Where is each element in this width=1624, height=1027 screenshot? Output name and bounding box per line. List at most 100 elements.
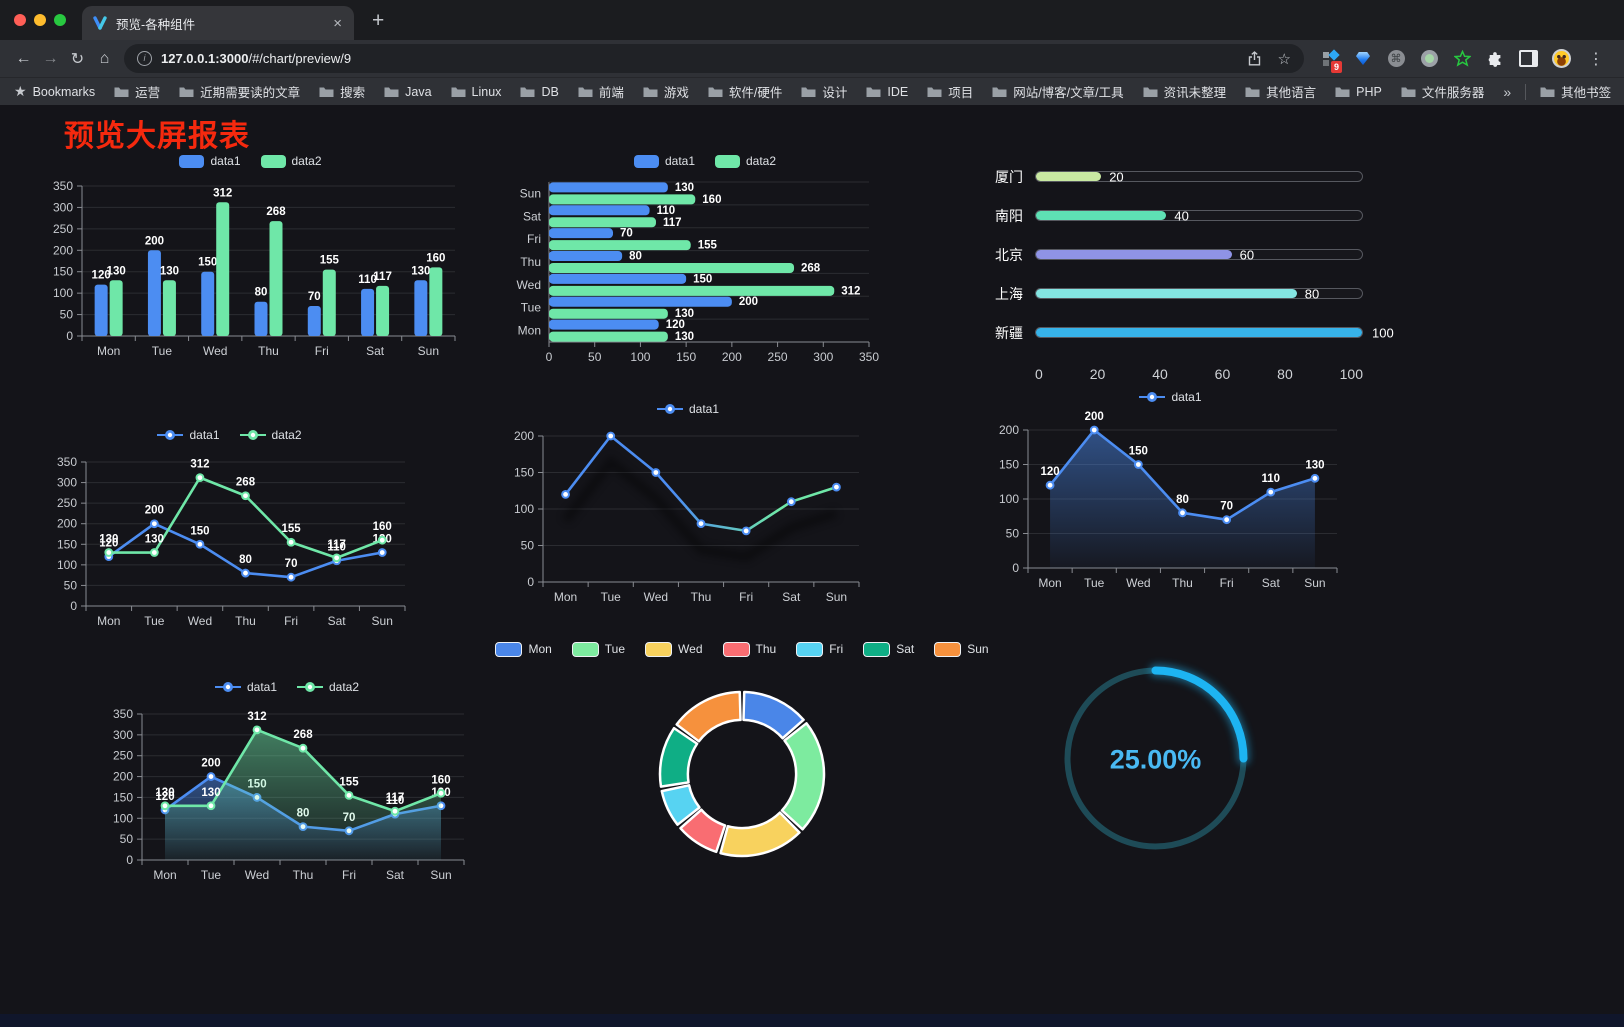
progress-row[interactable]: 南阳 40 bbox=[985, 196, 1363, 235]
series-data2[interactable]: 130 130 312 268 155 117 160 bbox=[107, 187, 446, 336]
series-data1[interactable]: 120 200 150 80 70 110 130 bbox=[1040, 411, 1325, 568]
pie-slice-Sat[interactable] bbox=[658, 726, 699, 788]
progress-label: 上海 bbox=[995, 285, 1023, 302]
forward-icon[interactable]: → bbox=[42, 49, 59, 67]
legend-item[interactable]: data2 bbox=[715, 154, 776, 168]
extension-icon[interactable]: 9 bbox=[1320, 49, 1342, 73]
address-bar[interactable]: i 127.0.0.1:3000/#/chart/preview/9 ☆ bbox=[124, 44, 1304, 73]
series-data2[interactable]: 130 130 312 268 155 117 160 bbox=[549, 194, 860, 343]
legend-item[interactable]: Mon bbox=[495, 641, 552, 657]
profile-avatar[interactable] bbox=[1551, 49, 1571, 69]
bookmark-folder[interactable]: 前端 bbox=[578, 82, 624, 101]
legend-item[interactable]: Sun bbox=[934, 641, 989, 657]
bookmark-folder[interactable]: 设计 bbox=[801, 82, 847, 101]
legend-item[interactable]: data1 bbox=[656, 402, 719, 416]
bookmark-folder[interactable]: 运营 bbox=[114, 82, 160, 101]
legend-item[interactable]: data1 bbox=[633, 154, 695, 168]
data-point bbox=[1178, 508, 1187, 518]
series-data1[interactable]: 120 200 150 80 70 110 130 bbox=[99, 505, 392, 582]
legend-item[interactable]: Fri bbox=[796, 641, 843, 657]
legend-item[interactable]: data1 bbox=[1139, 390, 1202, 404]
bookmark-folder[interactable]: 游戏 bbox=[643, 82, 689, 101]
legend-item[interactable]: Wed bbox=[645, 641, 703, 657]
window-minimize-button[interactable] bbox=[34, 14, 46, 26]
series-data2[interactable]: 130 130 312 268 155 117 160 bbox=[99, 459, 392, 563]
bookmark-folder[interactable]: Java bbox=[384, 82, 432, 101]
bookmarks-manager[interactable]: ★ Bookmarks bbox=[14, 83, 95, 100]
svg-text:Sat: Sat bbox=[386, 868, 405, 882]
share-icon[interactable] bbox=[1248, 51, 1261, 66]
series-data1[interactable]: 120 200 150 80 70 110 130 bbox=[549, 182, 758, 331]
bookmark-folder[interactable]: Linux bbox=[451, 82, 501, 101]
bookmark-folder[interactable]: 文件服务器 bbox=[1401, 82, 1484, 101]
legend-item[interactable]: data1 bbox=[214, 680, 277, 694]
legend-item[interactable]: data2 bbox=[260, 154, 322, 168]
series-data1[interactable]: 120 200 150 80 70 110 130 bbox=[92, 235, 431, 336]
bar-horizontal-svg: 0 50 100 150 200 250 300 350 Mon Tue Wed Thu Fri Sat S… bbox=[517, 181, 879, 364]
url-text[interactable]: 127.0.0.1:3000/#/chart/preview/9 bbox=[161, 51, 352, 66]
svg-text:70: 70 bbox=[285, 558, 298, 570]
bookmark-star-icon[interactable]: ☆ bbox=[1277, 50, 1291, 68]
pie-slice-Tue[interactable] bbox=[780, 722, 826, 831]
reload-icon[interactable]: ↻ bbox=[70, 50, 85, 68]
progress-track: 80 bbox=[1035, 286, 1363, 301]
sidebar-icon[interactable] bbox=[1518, 49, 1538, 69]
back-icon[interactable]: ← bbox=[15, 49, 32, 67]
series-data1[interactable] bbox=[561, 431, 841, 562]
pie-slice-Mon[interactable] bbox=[742, 690, 805, 740]
bookmark-folder[interactable]: PHP bbox=[1335, 82, 1382, 101]
legend-swatch bbox=[934, 641, 962, 657]
bar bbox=[162, 280, 176, 336]
window-maximize-button[interactable] bbox=[54, 14, 66, 26]
series-data2[interactable]: 130 130 312 268 155 117 160 bbox=[155, 711, 451, 860]
puzzle-icon[interactable] bbox=[1485, 49, 1505, 69]
svg-text:50: 50 bbox=[588, 350, 602, 364]
svg-text:Sun: Sun bbox=[418, 344, 439, 358]
legend-item[interactable]: Tue bbox=[571, 641, 625, 657]
legend-item[interactable]: data1 bbox=[157, 428, 220, 442]
legend-item[interactable]: data2 bbox=[297, 680, 359, 694]
progress-row[interactable]: 厦门 20 bbox=[985, 157, 1363, 196]
tab-close-icon[interactable]: × bbox=[333, 14, 342, 32]
bookmark-folder[interactable]: 项目 bbox=[927, 82, 973, 101]
menu-icon[interactable]: ⋮ bbox=[1588, 50, 1604, 68]
legend-item[interactable]: data1 bbox=[179, 154, 241, 168]
bar bbox=[549, 228, 613, 239]
command-circle-icon[interactable]: ⌘ bbox=[1386, 49, 1406, 69]
gem-icon[interactable] bbox=[1353, 49, 1373, 69]
bookmarks-overflow-button[interactable]: » bbox=[1503, 83, 1512, 100]
svg-text:100: 100 bbox=[53, 286, 73, 300]
pie-slice-Wed[interactable] bbox=[719, 811, 801, 858]
legend-item[interactable]: Sat bbox=[863, 641, 914, 657]
progress-row[interactable]: 北京 60 bbox=[985, 235, 1363, 274]
site-info-icon[interactable]: i bbox=[137, 51, 152, 66]
other-bookmarks-folder[interactable]: 其他书签 bbox=[1540, 82, 1611, 101]
gauge-arc bbox=[1151, 666, 1248, 763]
bookmark-folder[interactable]: 软件/硬件 bbox=[708, 82, 782, 101]
legend-label: Wed bbox=[678, 642, 703, 656]
progress-row[interactable]: 上海 80 bbox=[985, 274, 1363, 313]
bookmark-folder[interactable]: 搜索 bbox=[319, 82, 365, 101]
legend-label: data1 bbox=[1171, 390, 1202, 404]
bookmark-folder[interactable]: 网站/博客/文章/工具 bbox=[992, 82, 1124, 101]
pie-slice-Sun[interactable] bbox=[675, 690, 742, 743]
green-star-icon[interactable] bbox=[1452, 49, 1472, 69]
window-close-button[interactable] bbox=[14, 14, 26, 26]
legend-swatch bbox=[863, 641, 891, 657]
bookmark-folder[interactable]: IDE bbox=[866, 82, 908, 101]
bookmark-folder[interactable]: 资讯未整理 bbox=[1143, 82, 1226, 101]
bookmark-folder[interactable]: 其他语言 bbox=[1245, 82, 1316, 101]
folder-icon bbox=[643, 87, 658, 97]
legend-item[interactable]: Thu bbox=[722, 641, 776, 657]
home-icon[interactable]: ⌂ bbox=[99, 49, 110, 67]
legend-item[interactable]: data2 bbox=[239, 428, 302, 442]
pie-slice-Thu[interactable] bbox=[679, 808, 727, 854]
progress-row[interactable]: 新疆 100 bbox=[985, 313, 1394, 352]
bookmark-folder[interactable]: 近期需要读的文章 bbox=[179, 82, 300, 101]
pie-slice-Fri[interactable] bbox=[660, 784, 701, 826]
bookmark-folder[interactable]: DB bbox=[520, 82, 559, 101]
green-dot-circle-icon[interactable] bbox=[1419, 49, 1439, 69]
browser-tab[interactable]: 预览-各种组件 × bbox=[82, 6, 354, 40]
new-tab-button[interactable]: + bbox=[372, 8, 385, 32]
